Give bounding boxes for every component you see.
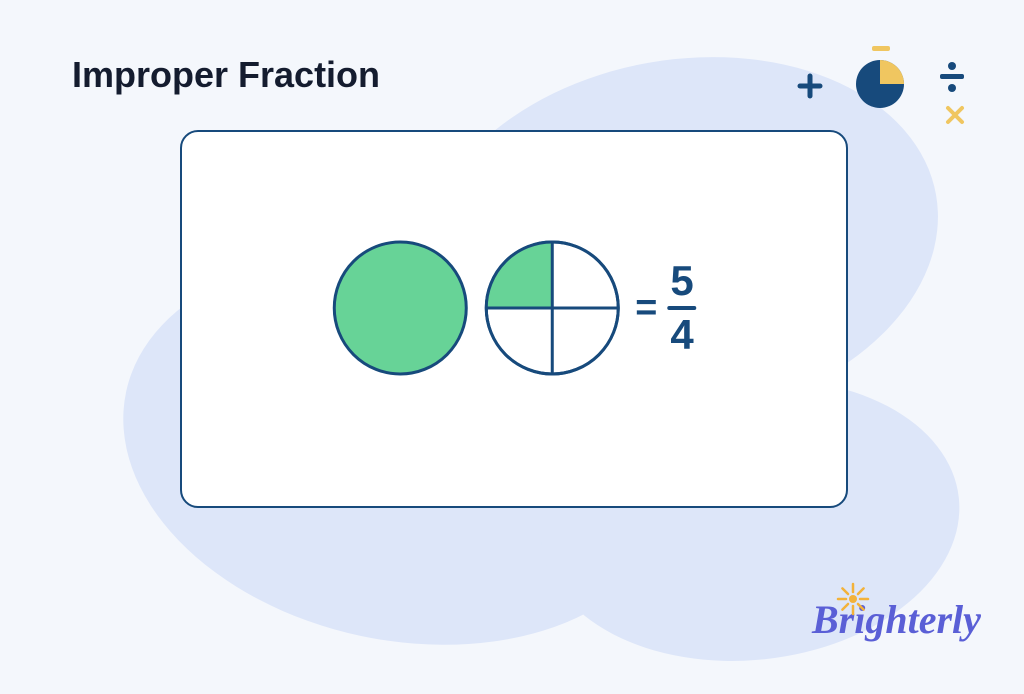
denominator: 4 [670, 314, 693, 356]
fraction-stack: 5 4 [667, 260, 696, 356]
numerator: 5 [670, 260, 693, 302]
circle-full-icon [331, 239, 469, 377]
fraction-diagram: = 5 4 [331, 239, 696, 377]
fraction-expression: = 5 4 [635, 260, 696, 356]
page-title: Improper Fraction [72, 54, 380, 96]
equals-sign: = [635, 286, 657, 329]
brand-logo: Brighterly [812, 596, 981, 643]
sun-icon [836, 582, 870, 616]
fraction-bar [667, 306, 696, 310]
circle-quarter-icon [483, 239, 621, 377]
decor-math-icons [780, 40, 980, 135]
content-panel: = 5 4 [180, 130, 848, 508]
